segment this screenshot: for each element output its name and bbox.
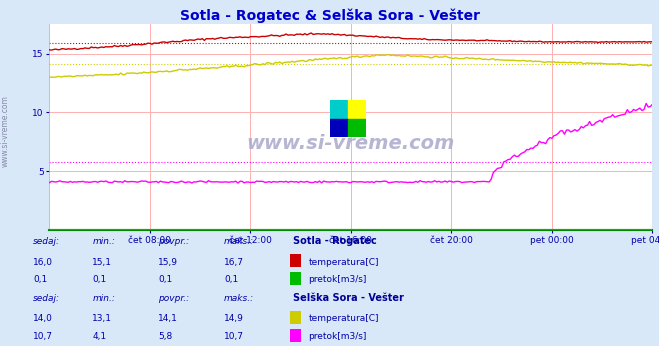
Text: 4,1: 4,1 [92,332,106,341]
Text: pretok[m3/s]: pretok[m3/s] [308,332,367,341]
Text: 15,1: 15,1 [92,258,112,267]
Text: maks.:: maks.: [224,294,254,303]
Text: 0,1: 0,1 [92,275,107,284]
Text: 14,0: 14,0 [33,314,53,323]
Text: maks.:: maks.: [224,237,254,246]
Text: 5,8: 5,8 [158,332,173,341]
Text: 0,1: 0,1 [158,275,173,284]
Text: pretok[m3/s]: pretok[m3/s] [308,275,367,284]
Text: 16,7: 16,7 [224,258,244,267]
Text: povpr.:: povpr.: [158,294,189,303]
Text: 10,7: 10,7 [224,332,244,341]
Text: 0,1: 0,1 [224,275,239,284]
Text: 10,7: 10,7 [33,332,53,341]
Text: Selška Sora - Vešter: Selška Sora - Vešter [293,293,404,303]
Text: 14,9: 14,9 [224,314,244,323]
Text: min.:: min.: [92,294,115,303]
Text: temperatura[C]: temperatura[C] [308,314,379,323]
Text: 16,0: 16,0 [33,258,53,267]
Text: www.si-vreme.com: www.si-vreme.com [246,134,455,153]
Text: 0,1: 0,1 [33,275,47,284]
Text: povpr.:: povpr.: [158,237,189,246]
Text: temperatura[C]: temperatura[C] [308,258,379,267]
Text: min.:: min.: [92,237,115,246]
Text: sedaj:: sedaj: [33,294,60,303]
Text: 14,1: 14,1 [158,314,178,323]
Text: www.si-vreme.com: www.si-vreme.com [1,95,10,167]
Text: sedaj:: sedaj: [33,237,60,246]
Text: Sotla - Rogatec: Sotla - Rogatec [293,236,377,246]
Text: Sotla - Rogatec & Selška Sora - Vešter: Sotla - Rogatec & Selška Sora - Vešter [179,9,480,23]
Text: 15,9: 15,9 [158,258,178,267]
Text: 13,1: 13,1 [92,314,112,323]
